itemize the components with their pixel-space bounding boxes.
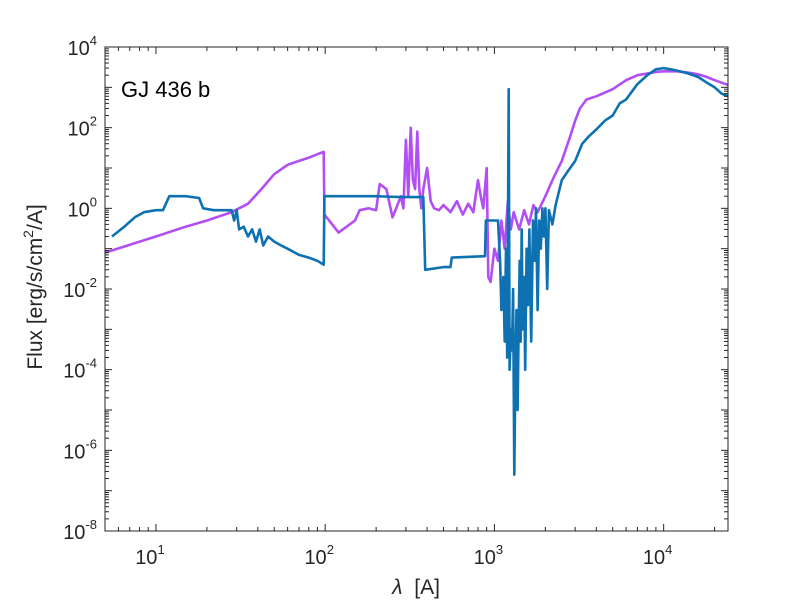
- series-line-2: [111, 66, 728, 476]
- plot-frame: [104, 46, 729, 532]
- x-tick-label: 102: [304, 542, 333, 569]
- y-tick-label: 10-6: [63, 436, 97, 463]
- y-axis-label-tail: /A]: [24, 204, 47, 230]
- x-axis-label: λ [A]: [391, 576, 440, 599]
- y-tick-label: 10-2: [63, 275, 97, 302]
- y-tick-label: 104: [68, 33, 97, 60]
- series-layer: [105, 66, 728, 476]
- x-tick-label: 103: [474, 542, 503, 569]
- x-axis-unit: [A]: [414, 576, 440, 599]
- series-line-1: [105, 70, 728, 284]
- y-tick-label: 10-4: [63, 356, 97, 383]
- x-tick-label: 104: [643, 542, 672, 569]
- y-axis-label-sup: 2: [20, 230, 36, 238]
- y-axis-label: Flux [erg/s/cm2/A]: [20, 204, 47, 369]
- x-axis-symbol: λ: [391, 576, 402, 599]
- y-tick-label: 102: [68, 114, 97, 141]
- planet-annotation: GJ 436 b: [121, 77, 210, 102]
- labels-layer: 101 102 103 104 10-8 10-6 10-4 10-2 100 102 104: [63, 33, 672, 569]
- y-tick-label: 10-8: [63, 517, 97, 544]
- y-tick-label: 100: [68, 194, 97, 221]
- y-axis-label-main: Flux [erg/s/cm: [24, 238, 47, 370]
- ticks-layer: [104, 46, 728, 532]
- x-tick-label: 101: [135, 542, 164, 569]
